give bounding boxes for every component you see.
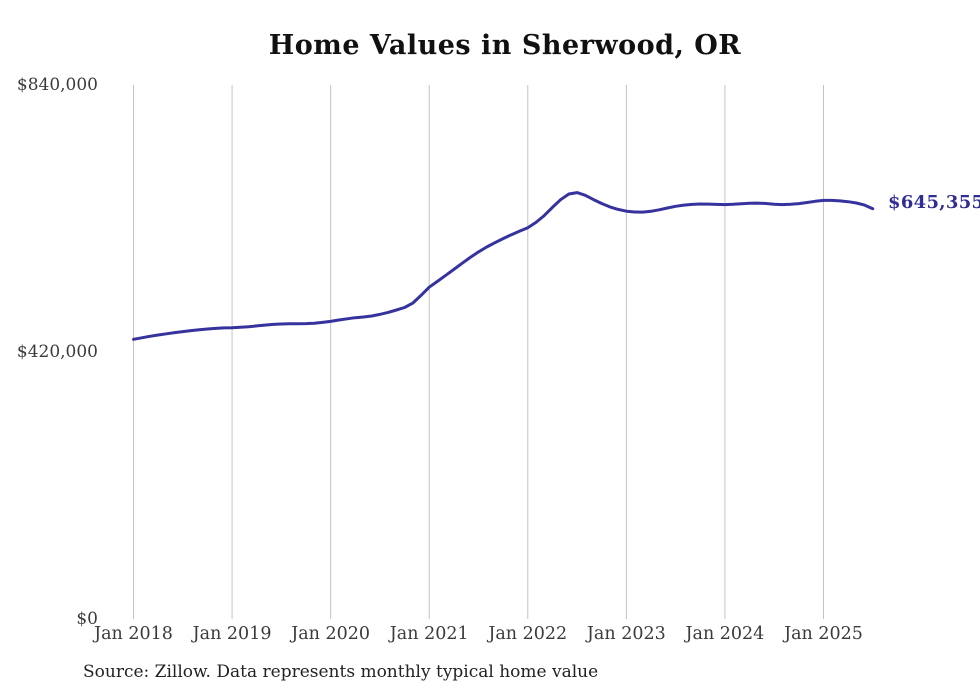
home-value-line [132, 191, 875, 341]
gridlines [133, 85, 824, 619]
y-axis-tick-label: $420,000 [16, 342, 98, 362]
x-axis-tick-label: Jan 2020 [291, 624, 371, 644]
x-axis-tick-label: Jan 2023 [586, 624, 666, 644]
x-axis-tick-label: Jan 2021 [389, 624, 469, 644]
x-axis-tick-label: Jan 2018 [94, 624, 173, 644]
y-axis-tick-label: $0 [76, 609, 98, 629]
chart-title: Home Values in Sherwood, OR [268, 30, 742, 61]
source-note: Source: Zillow. Data represents monthly … [83, 662, 599, 682]
x-axis-tick-label: Jan 2025 [784, 624, 863, 644]
y-axis-tick-label: $840,000 [16, 75, 98, 95]
x-axis-tick-label: Jan 2019 [192, 624, 272, 644]
x-axis-tick-label: Jan 2022 [488, 624, 568, 644]
latest-value-label: $645,355 [888, 192, 980, 213]
x-axis-tick-label: Jan 2024 [685, 624, 765, 644]
